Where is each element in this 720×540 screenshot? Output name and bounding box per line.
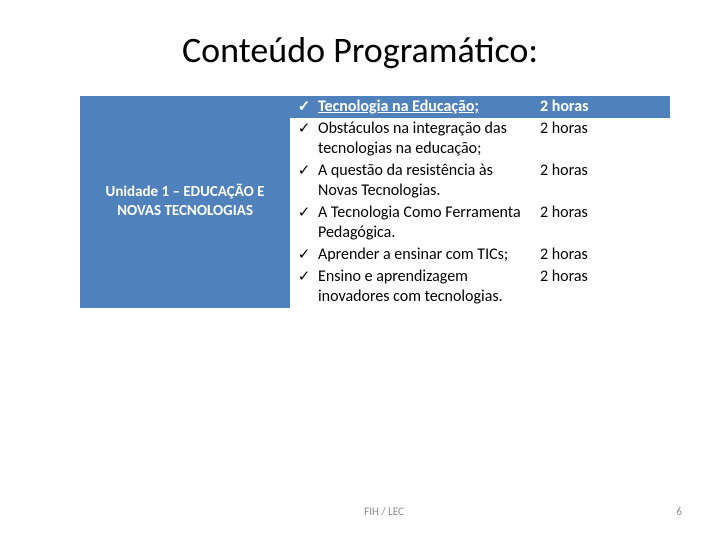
topic-row: ✓ A questão da resistência às Novas Tecn… bbox=[290, 160, 670, 202]
unit-label: Unidade 1 – EDUCAÇÃO E NOVAS TECNOLOGIAS bbox=[86, 183, 284, 221]
page-number: 6 bbox=[676, 505, 682, 518]
hours-cell: 2 horas bbox=[530, 96, 670, 118]
topic-text: Tecnologia na Educação; bbox=[318, 97, 528, 117]
topic-row: ✓ Obstáculos na integração das tecnologi… bbox=[290, 118, 670, 160]
topics-grid: ✓ Tecnologia na Educação; 2 horas ✓ Obst… bbox=[290, 96, 670, 308]
check-icon: ✓ bbox=[290, 203, 318, 223]
topic-row: ✓ Aprender a ensinar com TICs; 2 horas bbox=[290, 244, 670, 266]
check-icon: ✓ bbox=[290, 245, 318, 265]
slide: Conteúdo Programático: Unidade 1 – EDUCA… bbox=[0, 0, 720, 540]
topic-cell: ✓ A Tecnologia Como Ferramenta Pedagógic… bbox=[290, 202, 530, 244]
check-icon: ✓ bbox=[290, 267, 318, 287]
hours-cell: 2 horas bbox=[530, 118, 670, 160]
topic-cell: ✓ Obstáculos na integração das tecnologi… bbox=[290, 118, 530, 160]
check-icon: ✓ bbox=[290, 119, 318, 139]
check-icon: ✓ bbox=[290, 97, 318, 117]
topic-text: Ensino e aprendizagem inovadores com tec… bbox=[318, 267, 528, 307]
footer-text: FIH / LEC bbox=[364, 505, 404, 518]
hours-cell: 2 horas bbox=[530, 160, 670, 202]
hours-cell: 2 horas bbox=[530, 244, 670, 266]
content-table: Unidade 1 – EDUCAÇÃO E NOVAS TECNOLOGIAS… bbox=[80, 96, 670, 308]
topic-cell: ✓ Aprender a ensinar com TICs; bbox=[290, 244, 530, 266]
topic-text: A questão da resistência às Novas Tecnol… bbox=[318, 161, 528, 201]
footer-text-container: FIH / LEC bbox=[0, 505, 720, 518]
topic-row: ✓ Tecnologia na Educação; 2 horas bbox=[290, 96, 670, 118]
unit-header-cell: Unidade 1 – EDUCAÇÃO E NOVAS TECNOLOGIAS bbox=[80, 96, 290, 308]
check-icon: ✓ bbox=[290, 161, 318, 181]
page-title: Conteúdo Programático: bbox=[40, 28, 680, 72]
topic-text: A Tecnologia Como Ferramenta Pedagógica. bbox=[318, 203, 528, 243]
topic-text: Aprender a ensinar com TICs; bbox=[318, 245, 528, 265]
topic-cell: ✓ Tecnologia na Educação; bbox=[290, 96, 530, 118]
topic-text: Obstáculos na integração das tecnologias… bbox=[318, 119, 528, 159]
topic-row: ✓ Ensino e aprendizagem inovadores com t… bbox=[290, 266, 670, 308]
topic-cell: ✓ A questão da resistência às Novas Tecn… bbox=[290, 160, 530, 202]
topic-row: ✓ A Tecnologia Como Ferramenta Pedagógic… bbox=[290, 202, 670, 244]
hours-cell: 2 horas bbox=[530, 202, 670, 244]
topic-cell: ✓ Ensino e aprendizagem inovadores com t… bbox=[290, 266, 530, 308]
hours-cell: 2 horas bbox=[530, 266, 670, 308]
